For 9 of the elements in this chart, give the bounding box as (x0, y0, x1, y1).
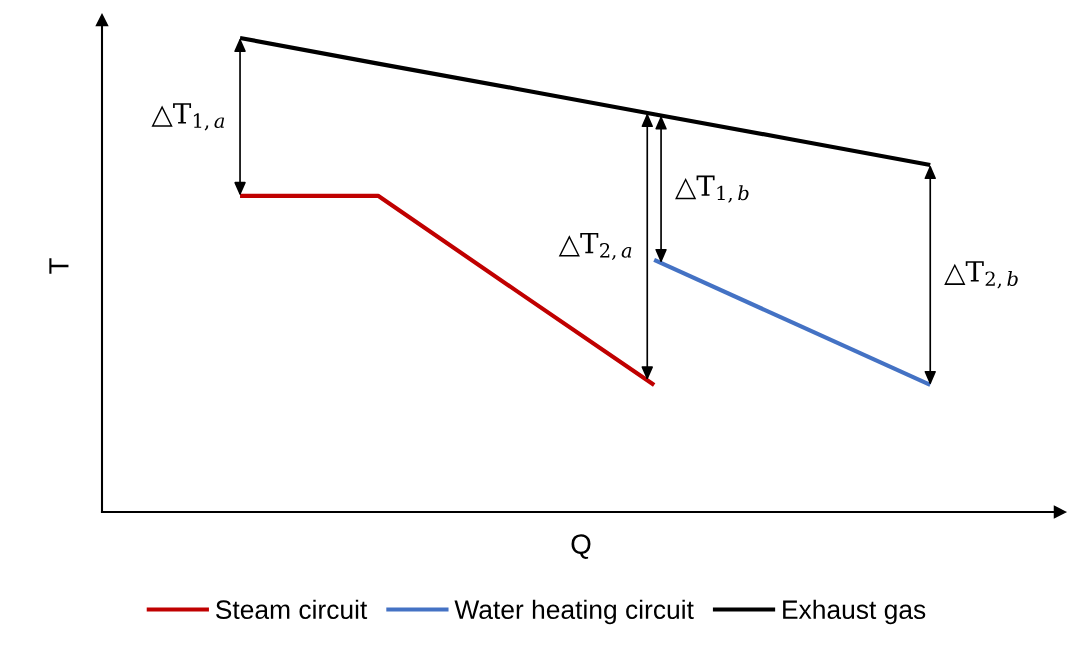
y-axis-title: T (49, 258, 69, 274)
annotation: △T$_{1,b}$ (675, 175, 749, 203)
x-axis-title: Q (571, 534, 591, 559)
annotation: △T$_{1,a}$ (151, 103, 225, 131)
legend-label: Exhaust gas (783, 599, 926, 625)
legend-label: Steam circuit (215, 599, 368, 620)
legend-label: Water heating circuit (454, 599, 694, 625)
annotation: △T$_{2,b}$ (944, 261, 1018, 289)
annotation: △T$_{2,a}$ (558, 232, 632, 261)
